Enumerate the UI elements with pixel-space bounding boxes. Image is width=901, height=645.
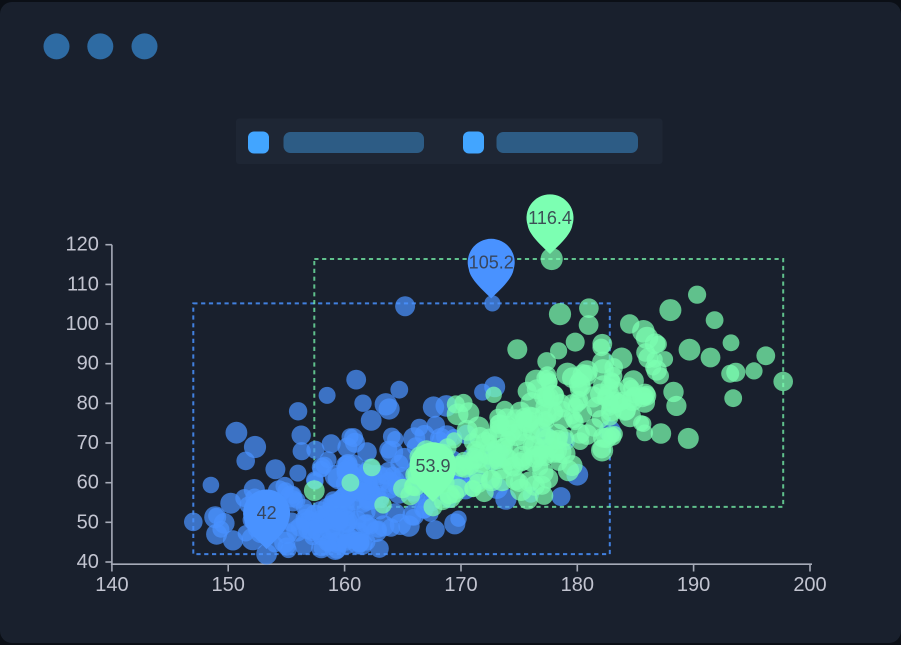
- svg-text:190: 190: [677, 574, 710, 596]
- svg-text:105.2: 105.2: [469, 252, 514, 272]
- svg-text:50: 50: [77, 511, 99, 533]
- svg-text:116.4: 116.4: [528, 208, 572, 228]
- svg-text:53.9: 53.9: [415, 456, 450, 476]
- svg-text:150: 150: [212, 574, 245, 596]
- svg-text:180: 180: [561, 574, 594, 596]
- svg-text:80: 80: [77, 392, 99, 414]
- svg-text:42: 42: [257, 503, 277, 523]
- svg-text:90: 90: [77, 353, 99, 375]
- svg-text:160: 160: [328, 574, 361, 596]
- svg-text:140: 140: [95, 574, 128, 596]
- svg-text:100: 100: [66, 313, 99, 335]
- svg-text:170: 170: [444, 574, 477, 596]
- svg-text:110: 110: [67, 273, 99, 295]
- svg-text:60: 60: [77, 472, 99, 494]
- svg-text:120: 120: [66, 234, 99, 256]
- svg-text:40: 40: [77, 551, 99, 573]
- svg-text:70: 70: [77, 432, 99, 454]
- svg-text:200: 200: [793, 574, 826, 596]
